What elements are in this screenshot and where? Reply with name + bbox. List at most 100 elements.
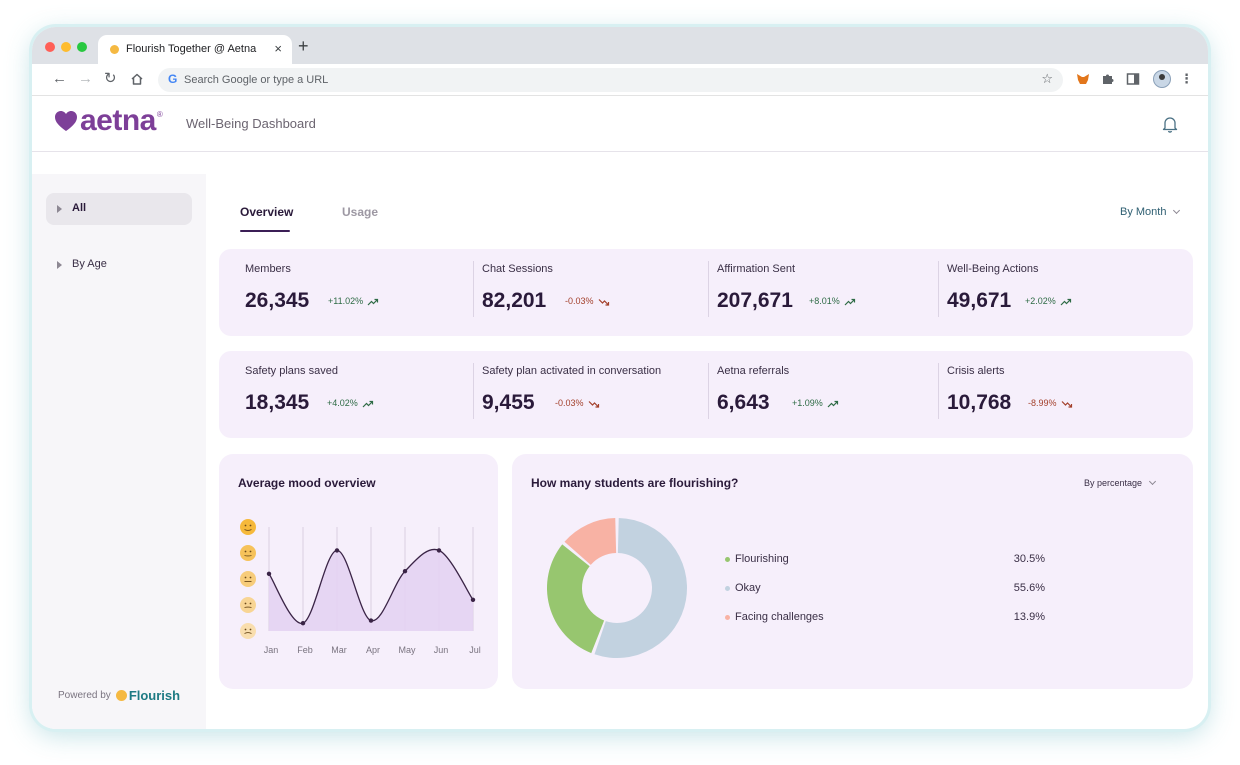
mood-line-chart: Jan Feb Mar Apr May Jun Jul	[240, 519, 481, 655]
mood-point[interactable]	[436, 548, 442, 553]
stat-change: +11.02%	[328, 296, 379, 306]
back-arrow-icon[interactable]: ←	[52, 70, 67, 87]
browser-tab-title: Flourish Together @ Aetna	[126, 43, 257, 55]
flourishing-panel-title: How many students are flourishing?	[531, 476, 739, 490]
mood-face-icon	[240, 519, 256, 535]
sidebar: All By Age Powered by Flourish	[32, 174, 206, 729]
new-tab-icon[interactable]: +	[298, 36, 309, 56]
window-minimize-button[interactable]	[61, 42, 71, 52]
browser-tabstrip: Flourish Together @ Aetna × +	[32, 27, 1208, 65]
powered-by-label: Powered by	[58, 690, 111, 701]
sidebar-item-label: By Age	[72, 258, 107, 270]
profile-avatar[interactable]	[1153, 70, 1171, 88]
app-header: aetna ® Well-Being Dashboard	[32, 96, 1208, 152]
omnibox[interactable]: G ☆	[158, 68, 1063, 92]
stat-divider	[473, 363, 474, 419]
mood-face-icon	[240, 545, 256, 561]
more-menu-icon[interactable]: ⋮	[1180, 71, 1193, 86]
mood-point[interactable]	[266, 571, 272, 576]
browser-window: Flourish Together @ Aetna × + ← → ↻ G ☆ …	[32, 27, 1208, 729]
bell-icon[interactable]	[1162, 115, 1178, 133]
legend-item[interactable]: Flourishing 30.5%	[725, 552, 1045, 568]
stat-divider	[938, 363, 939, 419]
stat-change-value: -0.03%	[555, 398, 584, 408]
stat-divider	[708, 363, 709, 419]
legend-value: 13.9%	[1013, 611, 1045, 623]
stat-divider	[708, 261, 709, 317]
powered-by-flourish[interactable]: Powered by Flourish	[58, 688, 180, 703]
x-tick-label: Jul	[469, 645, 481, 655]
active-tab-indicator	[240, 230, 290, 232]
extensions-puzzle-icon[interactable]	[1101, 72, 1115, 86]
flourish-favicon-icon	[110, 45, 119, 54]
window-maximize-button[interactable]	[77, 42, 87, 52]
mood-face-icon	[240, 597, 256, 613]
mood-point[interactable]	[334, 548, 340, 553]
aetna-logo[interactable]: aetna ®	[54, 106, 163, 136]
window-close-button[interactable]	[45, 42, 55, 52]
percentage-select[interactable]: By percentage	[1084, 477, 1157, 488]
bookmark-star-icon[interactable]: ☆	[1041, 71, 1053, 86]
x-tick-label: Feb	[297, 645, 313, 655]
mood-point[interactable]	[368, 618, 374, 623]
stat-value: 207,671	[717, 289, 793, 312]
trend-up-icon	[844, 298, 855, 306]
stat-change-value: -8.99%	[1028, 398, 1057, 408]
stat-value: 9,455	[482, 391, 535, 414]
trend-up-icon	[827, 400, 838, 408]
stat-label: Safety plan activated in conversation	[482, 365, 662, 377]
legend-item[interactable]: Okay 55.6%	[725, 581, 1045, 597]
trend-up-icon	[1060, 298, 1071, 306]
mood-area	[269, 549, 473, 631]
stat-label: Safety plans saved	[245, 365, 338, 377]
stat-change: +1.09%	[792, 398, 839, 408]
x-tick-label: May	[398, 645, 416, 655]
tab-usage[interactable]: Usage	[342, 205, 379, 219]
address-input[interactable]	[184, 72, 1024, 88]
close-tab-icon[interactable]: ×	[274, 41, 282, 56]
x-tick-label: Apr	[366, 645, 380, 655]
legend-item[interactable]: Facing challenges 13.9%	[725, 610, 1045, 626]
stat-label: Well-Being Actions	[947, 263, 1039, 275]
metamask-fox-icon[interactable]	[1076, 72, 1090, 86]
home-icon[interactable]	[130, 72, 144, 86]
flourish-wordmark: Flourish	[128, 688, 181, 703]
mood-point[interactable]	[300, 621, 306, 626]
donut-slice-facing-challenges[interactable]	[564, 518, 617, 565]
legend-dot	[725, 586, 730, 591]
reload-icon[interactable]: ↻	[104, 70, 117, 87]
mood-panel-title: Average mood overview	[238, 476, 376, 490]
stat-change: -0.03%	[555, 398, 600, 408]
stat-divider	[938, 261, 939, 317]
period-select[interactable]: By Month	[1120, 206, 1181, 218]
stat-value: 82,201	[482, 289, 547, 312]
legend-label: Flourishing	[735, 553, 789, 565]
side-panel-icon[interactable]	[1126, 72, 1140, 86]
sidebar-item-by-age[interactable]: By Age	[46, 249, 192, 281]
mood-face-icon	[240, 623, 256, 639]
tab-overview[interactable]: Overview	[240, 205, 294, 219]
stat-change-value: +2.02%	[1025, 296, 1056, 306]
stat-label: Crisis alerts	[947, 365, 1005, 377]
stat-change-value: +8.01%	[809, 296, 840, 306]
mood-face-icon	[240, 571, 256, 587]
stat-change: -0.03%	[565, 296, 610, 306]
percentage-select-label: By percentage	[1084, 478, 1143, 488]
logo-wordmark: aetna	[80, 104, 156, 137]
forward-arrow-icon[interactable]: →	[78, 70, 93, 87]
flourishing-donut-chart	[547, 518, 687, 658]
chevron-down-icon	[1149, 477, 1157, 486]
stat-label: Chat Sessions	[482, 263, 553, 275]
stat-value: 49,671	[947, 289, 1012, 312]
mood-point[interactable]	[470, 597, 476, 602]
trend-up-icon	[367, 298, 379, 306]
logo-registered-mark: ®	[156, 110, 163, 119]
donut-slice-okay[interactable]	[594, 518, 687, 658]
mood-point[interactable]	[402, 569, 408, 574]
stat-value: 6,643	[717, 391, 770, 414]
donut-slice-flourishing[interactable]	[547, 544, 605, 654]
stats-card-safety: Safety plans saved 18,345 +4.02% Safety …	[219, 351, 1193, 438]
mood-overview-panel: Average mood overview Jan Feb Mar Apr May Jun…	[219, 454, 498, 689]
sidebar-item-all[interactable]: All	[46, 193, 192, 225]
browser-tab[interactable]: Flourish Together @ Aetna ×	[98, 35, 292, 65]
